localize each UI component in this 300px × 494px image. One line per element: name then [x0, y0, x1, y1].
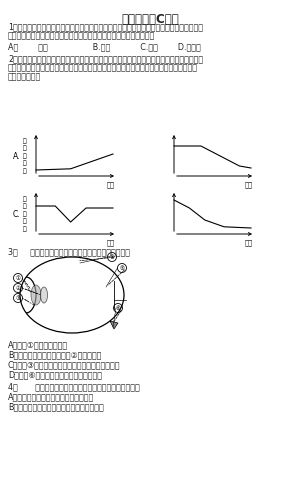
Polygon shape	[110, 321, 118, 329]
Text: 曲: 曲	[23, 218, 27, 224]
Text: 时间: 时间	[107, 239, 115, 246]
Text: 曲: 曲	[23, 161, 27, 166]
Text: 综合练习（C卷）: 综合练习（C卷）	[121, 13, 179, 26]
Text: 时间: 时间	[245, 181, 253, 188]
Ellipse shape	[40, 287, 47, 303]
Text: ⑤: ⑤	[120, 265, 124, 271]
Text: B．长久在摇晃的车船上用手机阅读电子书籍: B．长久在摇晃的车船上用手机阅读电子书籍	[8, 402, 104, 411]
Text: ①: ①	[16, 276, 20, 281]
Text: 2．某同学视力正常，习惯站在公路旁候车时，看到一辆汽车停在远处，汽车启动后朝她迅速: 2．某同学视力正常，习惯站在公路旁候车时，看到一辆汽车停在远处，汽车启动后朝她迅…	[8, 54, 203, 63]
Text: 度: 度	[23, 168, 27, 173]
Text: B．近视眼的成因之一是结构②的曲度过大: B．近视眼的成因之一是结构②的曲度过大	[8, 350, 101, 359]
Text: 部分物体的轮廓，视觉发生这种变化，与眼球哪个结构的调节有关（）: 部分物体的轮廓，视觉发生这种变化，与眼球哪个结构的调节有关（）	[8, 31, 155, 40]
Text: 状: 状	[23, 146, 27, 151]
Text: 时间: 时间	[245, 239, 253, 246]
Text: 体: 体	[23, 211, 27, 216]
Text: 化情况的是（）: 化情况的是（）	[8, 72, 41, 81]
Text: 驶来，等在候着的，不利于用中，使正确反映该同学在注视汽车过程中，眼内晶状体曲度变: 驶来，等在候着的，不利于用中，使正确反映该同学在注视汽车过程中，眼内晶状体曲度变	[8, 63, 198, 72]
Text: A．结构①能调节瞳孔大小: A．结构①能调节瞳孔大小	[8, 340, 68, 349]
Text: ②: ②	[16, 286, 20, 290]
Ellipse shape	[31, 285, 41, 305]
Text: 时间: 时间	[107, 181, 115, 188]
Text: C.: C.	[12, 209, 20, 218]
Text: 晶: 晶	[23, 196, 27, 202]
Text: A．定期解可以佩戴凸透镜进行近视矫正: A．定期解可以佩戴凸透镜进行近视矫正	[8, 392, 94, 401]
Text: D．结构⑥具有保护眼球内容积构成的作用: D．结构⑥具有保护眼球内容积构成的作用	[8, 370, 102, 379]
Text: 4．       下列关于眼睛使用和保护的叙述中，错误的是（）: 4． 下列关于眼睛使用和保护的叙述中，错误的是（）	[8, 382, 140, 391]
Text: ⑥: ⑥	[116, 305, 120, 311]
Text: A．        虹膜                  B.视黑            C.晶状        D.玻璃体: A． 虹膜 B.视黑 C.晶状 D.玻璃体	[8, 42, 201, 51]
Text: 体: 体	[23, 153, 27, 159]
Text: 状: 状	[23, 204, 27, 209]
Text: 1．你可能有过这样的经历：天行云，室内一片昏暗，什么都看不见，但过一会儿，又能看清: 1．你可能有过这样的经历：天行云，室内一片昏暗，什么都看不见，但过一会儿，又能看…	[8, 22, 203, 31]
Text: ④: ④	[110, 254, 114, 259]
Text: 晶: 晶	[23, 138, 27, 144]
Text: A.: A.	[13, 152, 20, 161]
Text: 3．     右图是眼球结构示意图，下列叙述错误的是（）: 3． 右图是眼球结构示意图，下列叙述错误的是（）	[8, 247, 130, 256]
Text: 度: 度	[23, 226, 27, 232]
Text: ③: ③	[16, 295, 20, 300]
Text: C．结构③折叠是透明的原因，也是视觉形成的部位: C．结构③折叠是透明的原因，也是视觉形成的部位	[8, 360, 121, 369]
